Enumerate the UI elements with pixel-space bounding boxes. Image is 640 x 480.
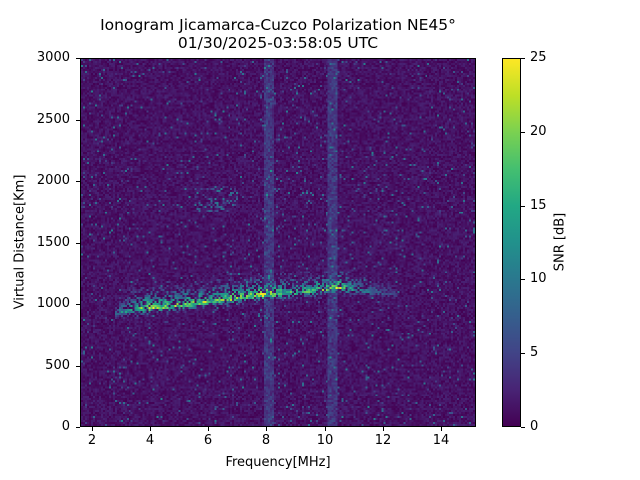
colorbar-tick-label: 10	[530, 271, 547, 286]
colorbar-tick-mark	[521, 279, 525, 280]
x-tick-mark	[266, 427, 267, 431]
colorbar-tick-label: 20	[530, 124, 547, 139]
x-tick-mark	[92, 427, 93, 431]
colorbar-tick-mark	[521, 132, 525, 133]
y-tick-mark	[76, 243, 80, 244]
heatmap-canvas	[81, 59, 475, 426]
x-tick-label: 10	[316, 433, 334, 448]
y-tick-mark	[76, 366, 80, 367]
colorbar-tick-label: 5	[530, 345, 539, 360]
colorbar-tick-mark	[521, 353, 525, 354]
y-tick-mark	[76, 181, 80, 182]
colorbar-tick-label: 0	[530, 419, 539, 434]
colorbar-tick-label: 15	[530, 198, 547, 213]
x-tick-label: 12	[374, 433, 392, 448]
y-tick-label: 2500	[36, 112, 70, 127]
chart-title: Ionogram Jicamarca-Cuzco Polarization NE…	[100, 16, 456, 34]
x-tick-label: 8	[261, 433, 271, 448]
x-tick-mark	[441, 427, 442, 431]
x-tick-label: 2	[87, 433, 97, 448]
x-tick-label: 4	[145, 433, 155, 448]
x-tick-mark	[208, 427, 209, 431]
y-tick-mark	[76, 58, 80, 59]
y-tick-mark	[76, 304, 80, 305]
colorbar-tick-mark	[521, 427, 525, 428]
x-tick-mark	[325, 427, 326, 431]
x-tick-label: 14	[432, 433, 450, 448]
x-tick-mark	[150, 427, 151, 431]
colorbar	[502, 58, 521, 427]
y-tick-label: 0	[61, 419, 70, 434]
y-axis-label: Virtual Distance[Km]	[12, 174, 28, 310]
colorbar-label: SNR [dB]	[552, 212, 568, 272]
y-tick-mark	[76, 427, 80, 428]
y-tick-label: 3000	[36, 50, 70, 65]
colorbar-tick-mark	[521, 58, 525, 59]
y-tick-label: 2000	[36, 173, 70, 188]
chart-subtitle: 01/30/2025-03:58:05 UTC	[177, 34, 379, 52]
x-tick-mark	[383, 427, 384, 431]
ionogram-heatmap	[80, 58, 476, 427]
y-tick-label: 1000	[36, 296, 70, 311]
colorbar-tick-mark	[521, 206, 525, 207]
colorbar-tick-label: 25	[530, 50, 547, 65]
y-tick-mark	[76, 120, 80, 121]
y-tick-label: 500	[45, 358, 70, 373]
x-tick-label: 6	[203, 433, 213, 448]
y-tick-label: 1500	[36, 235, 70, 250]
x-axis-label: Frequency[MHz]	[225, 455, 331, 470]
